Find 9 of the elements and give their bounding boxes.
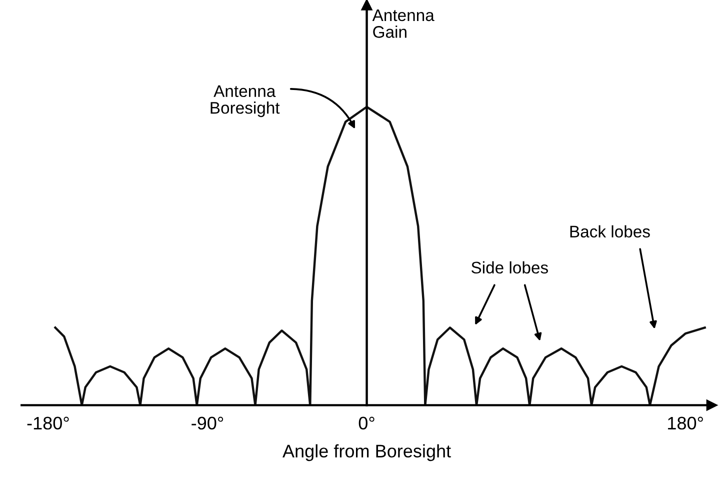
x-tick-label: 180° — [668, 416, 703, 430]
x-tick-label: -90° — [192, 416, 224, 430]
x-tick-label: -180° — [27, 416, 69, 430]
annotation: Back lobes — [570, 225, 650, 238]
y-axis-title: Antenna Gain — [372, 9, 434, 38]
annotation: Antenna Boresight — [210, 85, 280, 118]
annotation: Side lobes — [472, 261, 548, 274]
x-axis-title: Angle from Boresight — [282, 444, 451, 462]
x-tick-label: 0° — [358, 416, 374, 430]
